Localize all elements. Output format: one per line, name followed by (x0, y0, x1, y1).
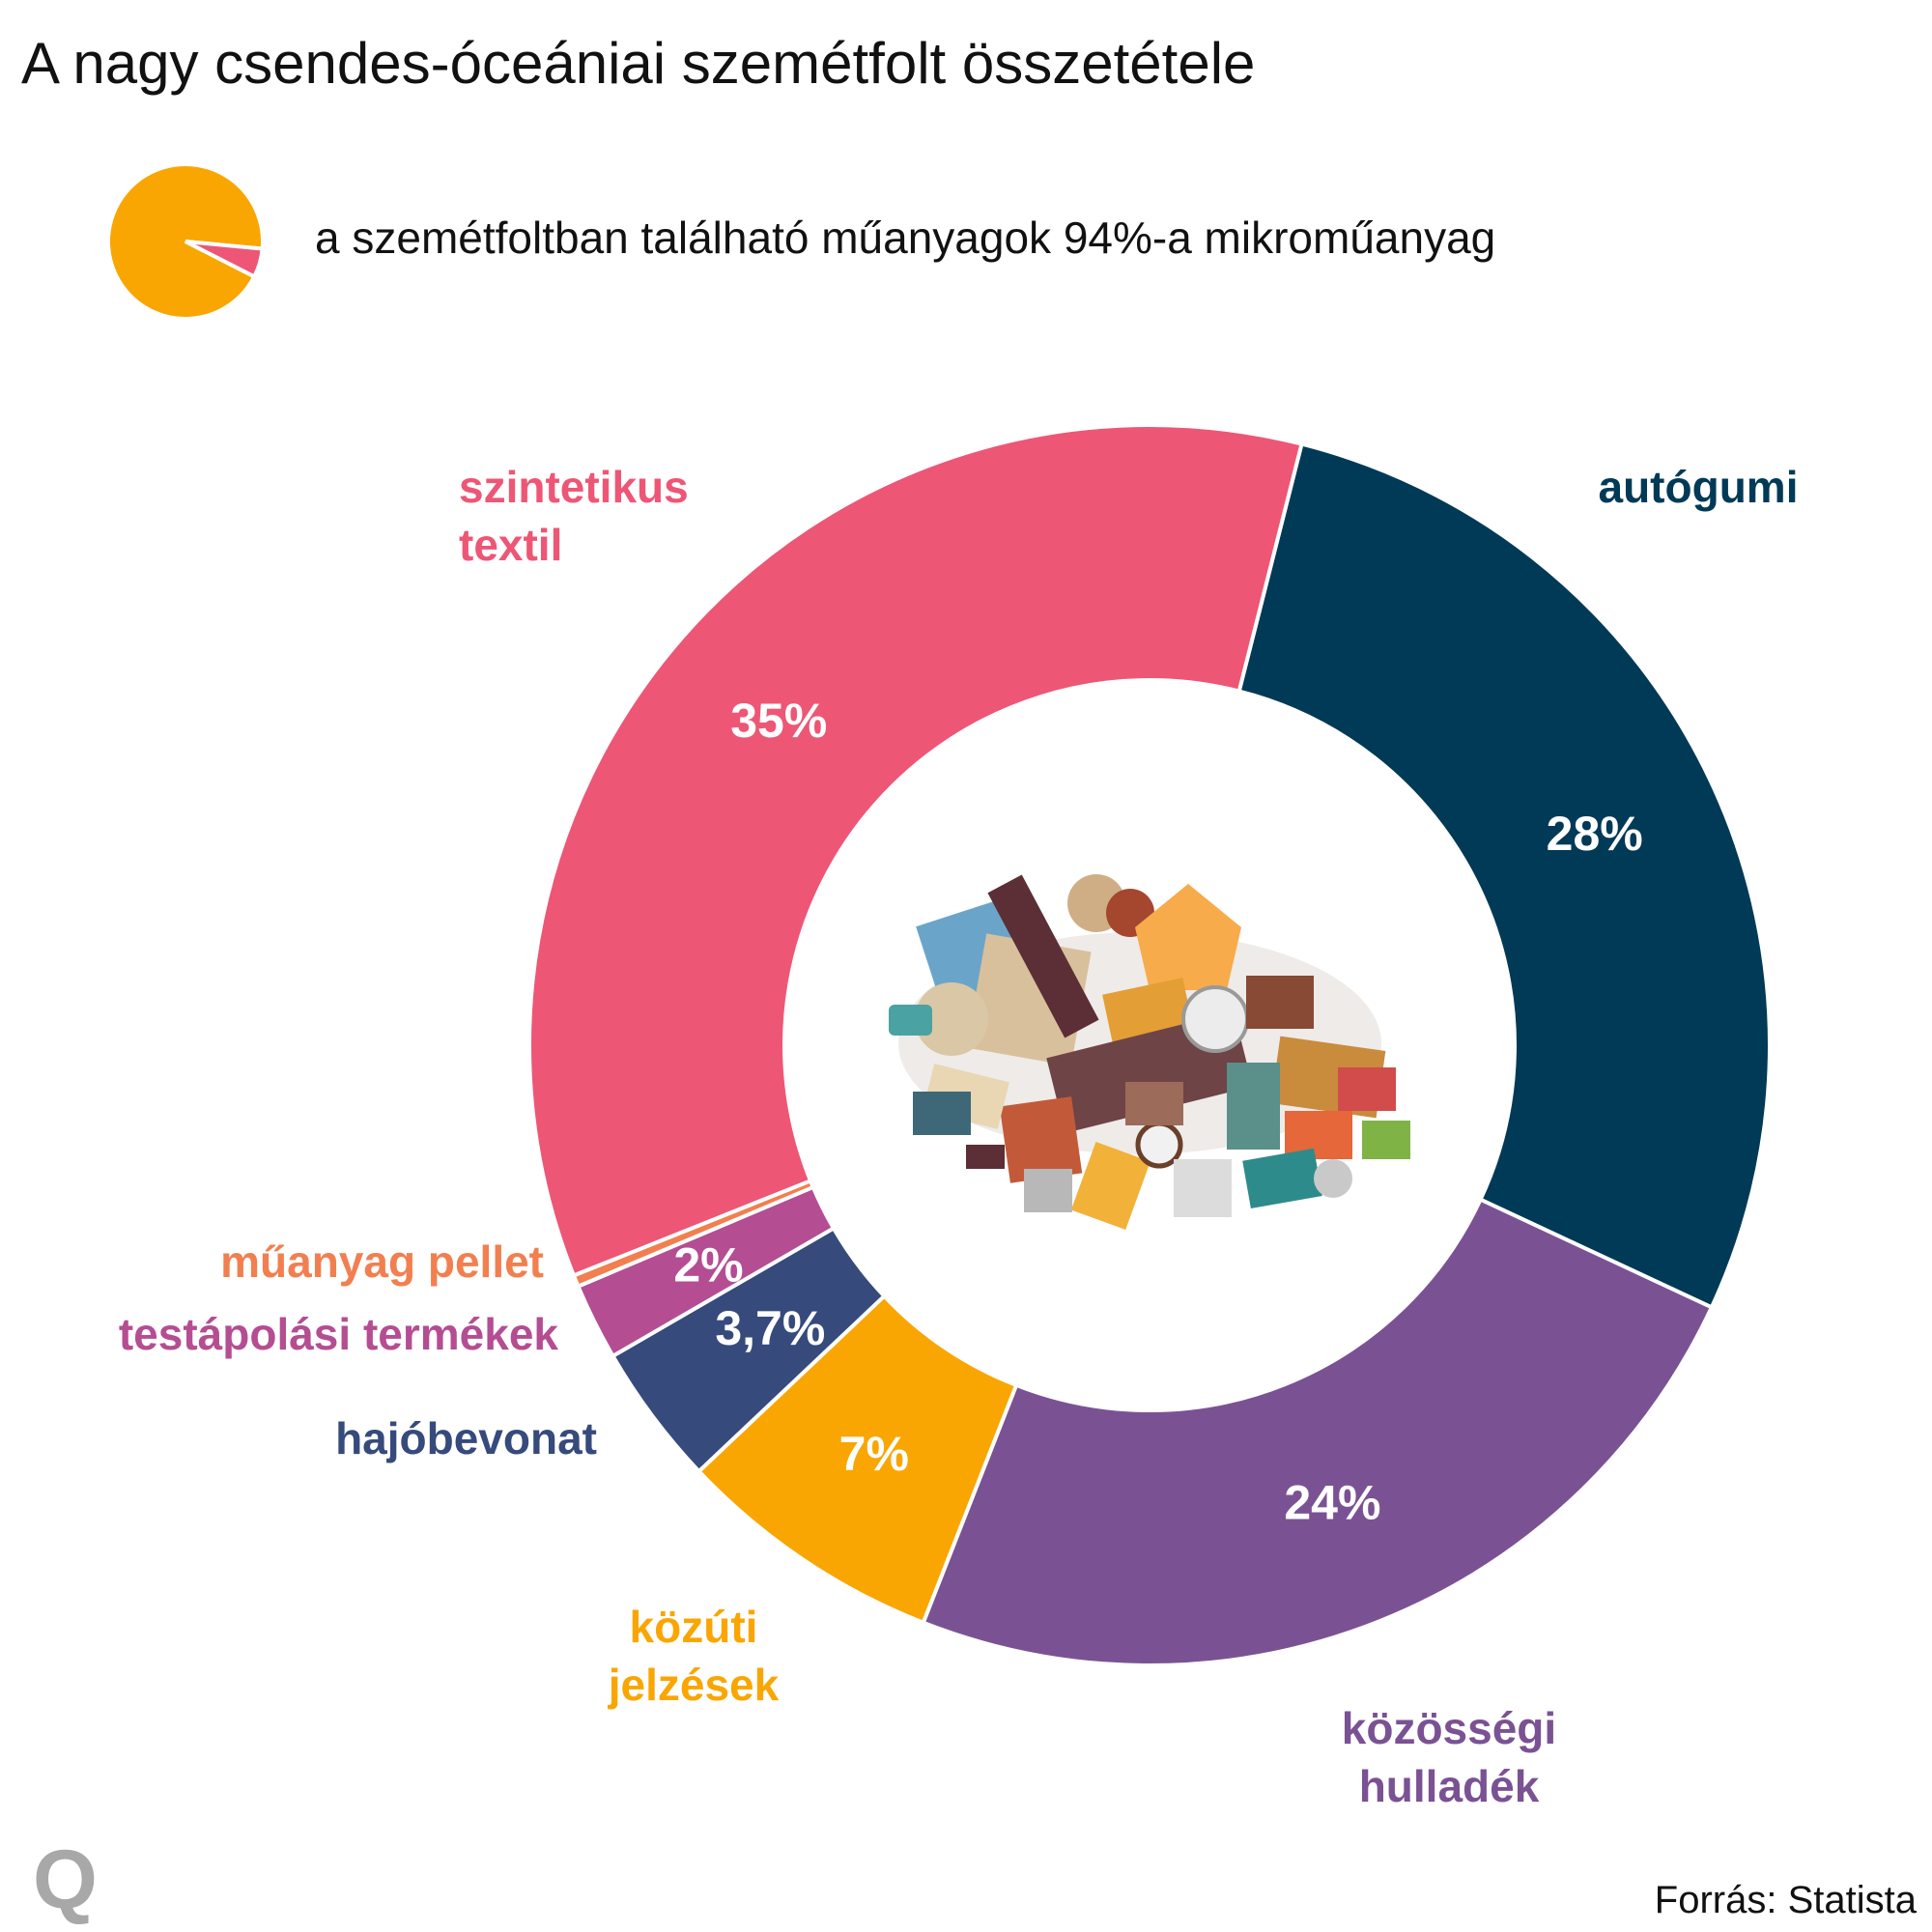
slice-name-label-1-1: hulladék (1359, 1761, 1540, 1811)
slice-name-label-5-0: műanyag pellet (220, 1236, 544, 1287)
legend-pie-slice-1 (185, 240, 265, 280)
slice-value-label-0: 28% (1547, 807, 1643, 861)
trash-pile-icon (889, 874, 1410, 1230)
donut-slice-0 (1236, 441, 1772, 1310)
slice-name-label-4-0: testápolási termékek (119, 1309, 559, 1359)
slice-value-label-2: 7% (839, 1427, 909, 1481)
slice-name-label-0-0: autógumi (1599, 462, 1799, 512)
slice-name-label-1-0: közösségi (1342, 1703, 1556, 1753)
source-text: Forrás: Statista (1655, 1879, 1918, 1921)
slice-name-label-6-0: szintetikus (459, 462, 689, 512)
page-title: A nagy csendes-óceániai szemétfolt össze… (21, 31, 1255, 96)
slice-name-label-2-0: közúti (630, 1602, 758, 1652)
legend-pie-icon (106, 162, 265, 321)
donut-chart: 28% autógumi 24% közösségi hulladék 7% közúti j… (119, 423, 1799, 1811)
slice-value-label-3: 3,7% (715, 1301, 825, 1355)
logo-icon: Q (33, 1833, 98, 1926)
slice-name-label-6-1: textil (459, 520, 562, 570)
slice-value-label-1: 24% (1284, 1476, 1380, 1530)
slice-value-label-6: 35% (730, 694, 827, 748)
legend-text: a szemétfoltban található műanyagok 94%-… (315, 213, 1495, 263)
slice-value-label-4: 2% (673, 1237, 743, 1292)
donut-slice-6 (527, 423, 1304, 1279)
slice-name-label-2-1: jelzések (608, 1660, 780, 1710)
donut-slice-1 (921, 1197, 1715, 1667)
slice-name-label-3-0: hajóbevonat (335, 1413, 597, 1463)
